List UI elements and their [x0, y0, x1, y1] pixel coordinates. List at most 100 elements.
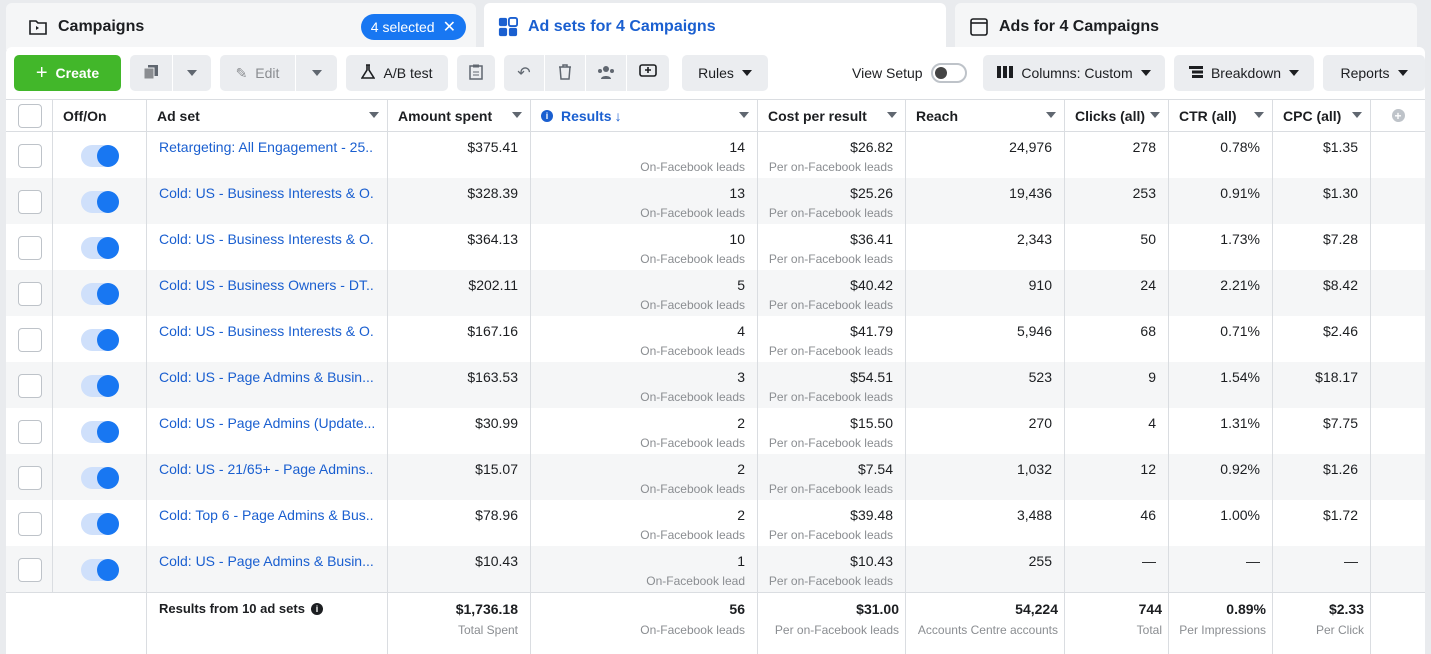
- adset-toggle[interactable]: [81, 559, 119, 581]
- row-results-sub: On-Facebook leads: [640, 298, 745, 312]
- info-icon[interactable]: i: [310, 602, 323, 615]
- adset-toggle[interactable]: [81, 375, 119, 397]
- row-cpc-value: $8.42: [1322, 277, 1358, 293]
- row-checkbox[interactable]: [18, 190, 42, 214]
- adset-toggle[interactable]: [81, 513, 119, 535]
- table-row[interactable]: Cold: US - 21/65+ - Page Admins... $15.07…: [6, 454, 1425, 500]
- adset-name-link[interactable]: Cold: US - Business Owners - DT...: [159, 277, 374, 293]
- chevron-down-icon[interactable]: [739, 112, 749, 118]
- breakdown-button[interactable]: Breakdown: [1174, 55, 1314, 91]
- rules-button[interactable]: Rules: [682, 55, 768, 91]
- table-row[interactable]: Cold: US - Page Admins & Busin... $163.53…: [6, 362, 1425, 408]
- audience-button[interactable]: [586, 55, 626, 91]
- adset-toggle[interactable]: [81, 145, 119, 167]
- view-setup-toggle[interactable]: [930, 63, 967, 83]
- row-reach-cell: 19,436: [906, 178, 1065, 224]
- row-cpc-value: $18.17: [1315, 369, 1358, 385]
- add-column-icon[interactable]: +: [1391, 109, 1405, 123]
- adset-name-link[interactable]: Cold: US - Business Interests & O...: [159, 323, 374, 339]
- chevron-down-icon: [741, 70, 752, 76]
- chevron-down-icon[interactable]: [1150, 112, 1160, 118]
- tab-ads[interactable]: Ads for 4 Campaigns: [955, 3, 1417, 50]
- columns-button[interactable]: Columns: Custom: [983, 55, 1165, 91]
- row-clicks-value: 278: [1132, 139, 1156, 155]
- table-row[interactable]: Cold: US - Business Interests & O... $167…: [6, 316, 1425, 362]
- adset-toggle[interactable]: [81, 283, 119, 305]
- adset-toggle[interactable]: [81, 421, 119, 443]
- adset-name-link[interactable]: Cold: US - Page Admins & Busin...: [159, 369, 374, 385]
- chevron-down-icon[interactable]: [887, 112, 897, 118]
- chevron-down-icon[interactable]: [1046, 112, 1056, 118]
- chevron-down-icon: [1289, 70, 1300, 76]
- table-row[interactable]: Cold: US - Business Owners - DT... $202.1…: [6, 270, 1425, 316]
- row-checkbox[interactable]: [18, 282, 42, 306]
- select-all-checkbox[interactable]: [18, 104, 42, 128]
- tab-campaigns[interactable]: Campaigns 4 selected ✕: [6, 3, 476, 50]
- duplicate-dropdown[interactable]: [173, 55, 211, 91]
- row-end-cell: [1371, 546, 1425, 592]
- row-reach-cell: 255: [906, 546, 1065, 592]
- table-row[interactable]: Cold: US - Page Admins & Busin... $10.43 1…: [6, 546, 1425, 592]
- row-spent-value: $163.53: [467, 369, 518, 385]
- adset-name-link[interactable]: Cold: US - 21/65+ - Page Admins...: [159, 461, 374, 477]
- adset-toggle[interactable]: [81, 237, 119, 259]
- row-end-cell: [1371, 178, 1425, 224]
- col-adset[interactable]: Ad set: [147, 100, 388, 131]
- adset-name-link[interactable]: Cold: US - Business Interests & O...: [159, 185, 374, 201]
- selected-badge[interactable]: 4 selected ✕: [360, 14, 466, 40]
- adset-name-link[interactable]: Cold: US - Page Admins & Busin...: [159, 553, 374, 569]
- adset-name-link[interactable]: Retargeting: All Engagement - 25...: [159, 139, 374, 155]
- adset-toggle[interactable]: [81, 191, 119, 213]
- duplicate-button[interactable]: [130, 55, 172, 91]
- table-row[interactable]: Cold: US - Business Interests & O... $364…: [6, 224, 1425, 270]
- adset-toggle[interactable]: [81, 329, 119, 351]
- row-checkbox[interactable]: [18, 328, 42, 352]
- table-row[interactable]: Cold: US - Business Interests & O... $328…: [6, 178, 1425, 224]
- col-amount-spent[interactable]: Amount spent: [388, 100, 531, 131]
- row-checkbox[interactable]: [18, 236, 42, 260]
- footer-ctr-sub: Per Impressions: [1179, 623, 1266, 637]
- table-row[interactable]: Cold: Top 6 - Page Admins & Bus... $78.96…: [6, 500, 1425, 546]
- clipboard-icon: [469, 64, 483, 83]
- edit-dropdown[interactable]: [296, 55, 337, 91]
- delete-button[interactable]: [545, 55, 585, 91]
- breakdown-icon: [1188, 65, 1203, 81]
- col-ctr[interactable]: CTR (all): [1169, 100, 1273, 131]
- clipboard-button[interactable]: [457, 55, 495, 91]
- col-cost-per-result[interactable]: Cost per result: [758, 100, 906, 131]
- adset-name-link[interactable]: Cold: Top 6 - Page Admins & Bus...: [159, 507, 374, 523]
- clear-selection-icon[interactable]: ✕: [442, 19, 456, 36]
- row-spent-cell: $364.13: [388, 224, 531, 270]
- preview-button[interactable]: [627, 55, 669, 91]
- col-reach[interactable]: Reach: [906, 100, 1065, 131]
- undo-button[interactable]: ↶: [504, 55, 544, 91]
- create-button[interactable]: + Create: [14, 55, 121, 91]
- chevron-down-icon[interactable]: [1254, 112, 1264, 118]
- row-checkbox[interactable]: [18, 558, 42, 582]
- chevron-down-icon[interactable]: [1352, 112, 1362, 118]
- row-checkbox[interactable]: [18, 144, 42, 168]
- col-cpc[interactable]: CPC (all): [1273, 100, 1371, 131]
- row-select-cell: [6, 500, 53, 546]
- col-results[interactable]: i Results ↓: [531, 100, 758, 131]
- chevron-down-icon[interactable]: [369, 112, 379, 118]
- adset-name-link[interactable]: Cold: US - Page Admins (Update...: [159, 415, 374, 431]
- reports-button[interactable]: Reports: [1323, 55, 1425, 91]
- row-checkbox[interactable]: [18, 420, 42, 444]
- ab-test-button[interactable]: A/B test: [346, 55, 448, 91]
- view-setup[interactable]: View Setup: [852, 55, 967, 91]
- tab-adsets[interactable]: Ad sets for 4 Campaigns: [484, 3, 946, 50]
- adset-toggle[interactable]: [81, 467, 119, 489]
- row-toggle-cell: [53, 500, 147, 546]
- adset-name-link[interactable]: Cold: US - Business Interests & O...: [159, 231, 374, 247]
- col-clicks[interactable]: Clicks (all): [1065, 100, 1169, 131]
- edit-button[interactable]: ✎ Edit: [220, 55, 295, 91]
- row-checkbox[interactable]: [18, 512, 42, 536]
- col-offon[interactable]: Off/On: [53, 100, 147, 131]
- row-checkbox[interactable]: [18, 466, 42, 490]
- table-row[interactable]: Cold: US - Page Admins (Update... $30.99 2…: [6, 408, 1425, 454]
- table-row[interactable]: Retargeting: All Engagement - 25... $375.…: [6, 132, 1425, 178]
- chevron-down-icon[interactable]: [512, 112, 522, 118]
- row-reach-cell: 270: [906, 408, 1065, 454]
- row-checkbox[interactable]: [18, 374, 42, 398]
